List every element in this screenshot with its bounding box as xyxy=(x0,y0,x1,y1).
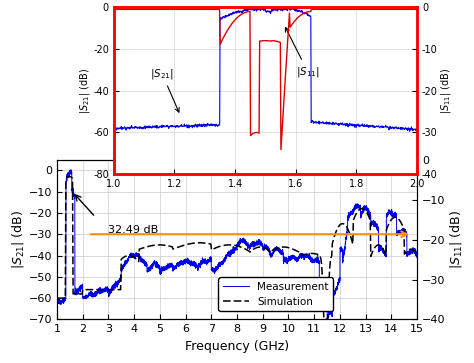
Y-axis label: $|S_{11}|$ (dB): $|S_{11}|$ (dB) xyxy=(448,210,464,269)
X-axis label: Frequency (GHz): Frequency (GHz) xyxy=(185,340,289,353)
Y-axis label: $|S_{11}|$ (dB): $|S_{11}|$ (dB) xyxy=(439,68,453,114)
Measurement xyxy=(403,233,409,237)
Line: Measurement: Measurement xyxy=(57,170,417,319)
Simulation xyxy=(414,252,420,257)
Measurement xyxy=(324,317,330,322)
Simulation xyxy=(295,249,301,254)
Measurement xyxy=(205,259,211,264)
Y-axis label: $|S_{21}|$ (dB): $|S_{21}|$ (dB) xyxy=(10,210,26,269)
Simulation xyxy=(118,257,124,262)
Measurement xyxy=(385,211,391,216)
Text: $|S_{11}|$: $|S_{11}|$ xyxy=(285,28,319,78)
Measurement xyxy=(209,256,214,260)
Simulation xyxy=(267,249,273,254)
Measurement xyxy=(68,168,74,172)
Text: $|S_{21}|$: $|S_{21}|$ xyxy=(150,67,179,112)
Simulation xyxy=(321,317,327,322)
Simulation xyxy=(218,244,223,248)
Y-axis label: $|S_{21}|$ (dB): $|S_{21}|$ (dB) xyxy=(78,68,91,114)
Legend: Measurement, Simulation: Measurement, Simulation xyxy=(219,277,333,311)
Simulation xyxy=(54,296,60,300)
Measurement xyxy=(225,253,231,257)
Simulation xyxy=(65,175,71,179)
Simulation xyxy=(147,244,153,248)
Line: Simulation: Simulation xyxy=(57,177,417,319)
Text: 32.49 dB: 32.49 dB xyxy=(109,225,159,234)
Measurement xyxy=(316,260,321,264)
Measurement xyxy=(414,252,420,257)
Simulation xyxy=(327,273,332,277)
Measurement xyxy=(54,299,60,303)
